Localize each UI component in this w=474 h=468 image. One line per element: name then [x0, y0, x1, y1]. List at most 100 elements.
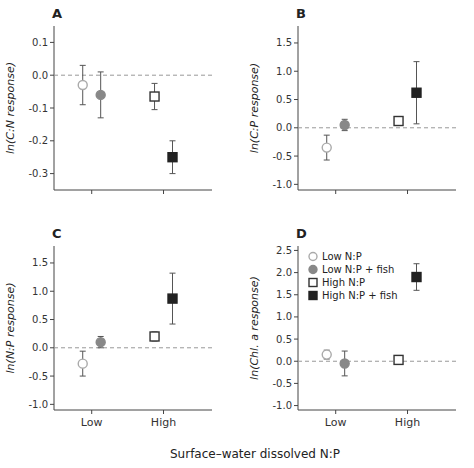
- legend-marker: [309, 253, 317, 261]
- error-bar-cap: [342, 119, 348, 120]
- error-bar-cap: [98, 336, 104, 337]
- point: [394, 117, 403, 126]
- y-tick-label: 1.0: [276, 311, 292, 322]
- x-tick: [163, 190, 164, 194]
- error-bar-cap: [152, 83, 158, 84]
- y-axis-line: [298, 246, 299, 410]
- y-tick-label: -0.5: [272, 378, 292, 389]
- y-tick-label: -1.0: [272, 179, 292, 190]
- error-bar-cap: [342, 375, 348, 376]
- x-tick: [163, 410, 164, 414]
- y-tick: [50, 404, 54, 405]
- y-tick: [294, 127, 298, 128]
- legend-marker: [309, 266, 317, 274]
- x-tick: [407, 410, 408, 414]
- error-bar-cap: [98, 117, 104, 118]
- y-tick-label: 0.1: [32, 37, 48, 48]
- x-axis-line: [54, 410, 212, 411]
- x-tick-label: High: [395, 416, 420, 429]
- y-axis-label: ln(C:P response): [248, 63, 261, 153]
- point: [96, 338, 105, 347]
- error-bar-cap: [414, 263, 420, 264]
- error-bar-cap: [170, 273, 176, 274]
- point: [322, 350, 331, 359]
- y-tick-label: -0.3: [28, 168, 48, 179]
- reference-line: [298, 127, 456, 128]
- point: [150, 332, 159, 341]
- x-tick-label: Low: [325, 416, 347, 429]
- y-tick: [294, 294, 298, 295]
- error-bar-cap: [414, 290, 420, 291]
- point: [150, 92, 159, 101]
- error-bar-cap: [80, 65, 86, 66]
- point: [96, 90, 105, 99]
- y-tick: [294, 250, 298, 251]
- y-tick: [294, 42, 298, 43]
- error-bar-cap: [342, 351, 348, 352]
- error-bar-cap: [342, 130, 348, 131]
- y-tick: [294, 71, 298, 72]
- legend-marker: [309, 279, 317, 287]
- point: [412, 273, 421, 282]
- y-tick: [50, 108, 54, 109]
- error-bar-cap: [80, 376, 86, 377]
- y-tick: [50, 319, 54, 320]
- x-tick: [91, 190, 92, 194]
- y-tick-label: 1.5: [276, 37, 292, 48]
- x-tick: [91, 410, 92, 414]
- y-tick-label: 1.0: [32, 286, 48, 297]
- y-axis-label: ln(Chl. a response): [248, 276, 261, 380]
- legend-label: Low N:P: [322, 251, 362, 262]
- y-tick: [294, 339, 298, 340]
- y-tick-label: 1.5: [276, 289, 292, 300]
- x-tick-label: Low: [81, 416, 103, 429]
- y-tick: [50, 140, 54, 141]
- legend-label: High N:P + fish: [322, 290, 398, 301]
- reference-line: [298, 361, 456, 362]
- y-tick: [294, 405, 298, 406]
- error-bar-cap: [414, 123, 420, 124]
- error-bar-cap: [152, 109, 158, 110]
- plot-area: [54, 273, 212, 376]
- x-axis-line: [54, 190, 212, 191]
- y-tick-label: -0.1: [28, 103, 48, 114]
- x-axis-line: [298, 410, 456, 411]
- point: [78, 359, 87, 368]
- y-tick: [294, 184, 298, 185]
- y-tick: [50, 262, 54, 263]
- error-bar-cap: [170, 140, 176, 141]
- y-tick-label: 0.5: [32, 314, 48, 325]
- plot-area: [298, 62, 456, 160]
- y-tick-label: 0.0: [276, 122, 292, 133]
- error-bar-cap: [414, 61, 420, 62]
- legend-marker: [309, 292, 317, 300]
- panel-label: B: [296, 6, 306, 21]
- y-tick-label: 0.5: [276, 334, 292, 345]
- point: [340, 359, 349, 368]
- error-bar-cap: [324, 135, 330, 136]
- point: [412, 88, 421, 97]
- error-bar-cap: [324, 160, 330, 161]
- x-tick: [335, 410, 336, 414]
- panel: -0.3-0.2-0.10.00.1ln(C:N response)A: [4, 6, 212, 194]
- panel-label: A: [52, 6, 62, 21]
- panel-label: D: [296, 226, 307, 241]
- y-tick-label: 2.0: [276, 267, 292, 278]
- x-axis-line: [298, 190, 456, 191]
- legend-label: High N:P: [322, 277, 365, 288]
- reference-line: [54, 75, 212, 76]
- error-bar-cap: [98, 347, 104, 348]
- y-tick-label: -0.5: [272, 151, 292, 162]
- x-tick: [335, 190, 336, 194]
- error-bar-cap: [170, 324, 176, 325]
- y-tick-label: 1.0: [276, 66, 292, 77]
- page: {"chart_data": [ {"type": "scatter", "ti…: [0, 0, 474, 468]
- error-bar-cap: [80, 104, 86, 105]
- y-tick: [294, 316, 298, 317]
- y-tick: [50, 347, 54, 348]
- point: [168, 153, 177, 162]
- y-tick-label: 1.5: [32, 257, 48, 268]
- y-tick: [294, 272, 298, 273]
- y-tick: [294, 383, 298, 384]
- y-tick-label: 0.0: [32, 342, 48, 353]
